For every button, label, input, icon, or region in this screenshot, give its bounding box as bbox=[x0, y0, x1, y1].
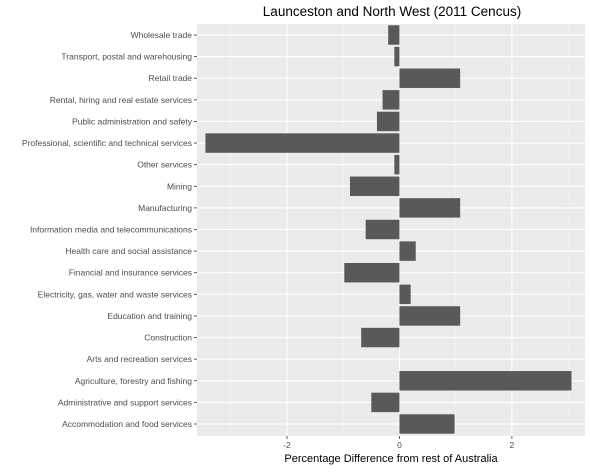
category-label: Rental, hiring and real estate services bbox=[50, 95, 192, 105]
category-label: Administrative and support services bbox=[58, 397, 192, 407]
category-label: Retail trade bbox=[149, 73, 193, 83]
category-label: Electricity, gas, water and waste servic… bbox=[38, 289, 192, 299]
x-axis-label: Percentage Difference from rest of Austr… bbox=[284, 453, 498, 465]
bar bbox=[388, 25, 400, 45]
x-axis: -2 0 2 bbox=[283, 436, 515, 450]
y-axis: Wholesale trade Transport, postal and war… bbox=[22, 30, 197, 429]
bar bbox=[371, 392, 400, 413]
category-label: Professional, scientific and technical s… bbox=[22, 138, 192, 148]
bar bbox=[399, 241, 416, 261]
bar bbox=[365, 219, 400, 240]
category-label: Mining bbox=[167, 181, 192, 191]
bar bbox=[361, 327, 400, 348]
bar bbox=[376, 111, 400, 132]
bar bbox=[399, 371, 572, 391]
category-label: Manufacturing bbox=[138, 203, 192, 213]
bar bbox=[344, 262, 400, 283]
bar bbox=[394, 154, 400, 175]
bar bbox=[349, 176, 400, 197]
chart-title: Launceston and North West (2011 Cencus) bbox=[263, 4, 521, 19]
category-label: Public administration and safety bbox=[72, 116, 193, 126]
bar bbox=[399, 414, 455, 434]
bar bbox=[394, 46, 400, 67]
bar bbox=[399, 306, 461, 326]
bar bbox=[382, 90, 400, 110]
bar bbox=[399, 284, 411, 305]
x-tick-label: 0 bbox=[397, 440, 402, 450]
category-label: Construction bbox=[144, 333, 192, 343]
bar bbox=[399, 68, 461, 88]
category-label: Health care and social assistance bbox=[65, 246, 192, 256]
category-label: Transport, postal and warehousing bbox=[61, 52, 192, 62]
category-label: Information media and telecommunications bbox=[30, 225, 192, 235]
category-label: Financial and insurance services bbox=[69, 268, 192, 278]
x-tick-label: -2 bbox=[283, 440, 291, 450]
category-label: Agriculture, forestry and fishing bbox=[75, 376, 192, 386]
category-label: Education and training bbox=[107, 311, 192, 321]
bar bbox=[399, 198, 461, 218]
category-label: Accommodation and food services bbox=[62, 419, 192, 429]
category-label: Other services bbox=[137, 160, 192, 170]
bar-series bbox=[205, 25, 572, 434]
category-label: Wholesale trade bbox=[131, 30, 193, 40]
category-label: Arts and recreation services bbox=[87, 354, 192, 364]
x-tick-label: 2 bbox=[510, 440, 515, 450]
bar bbox=[205, 133, 400, 153]
